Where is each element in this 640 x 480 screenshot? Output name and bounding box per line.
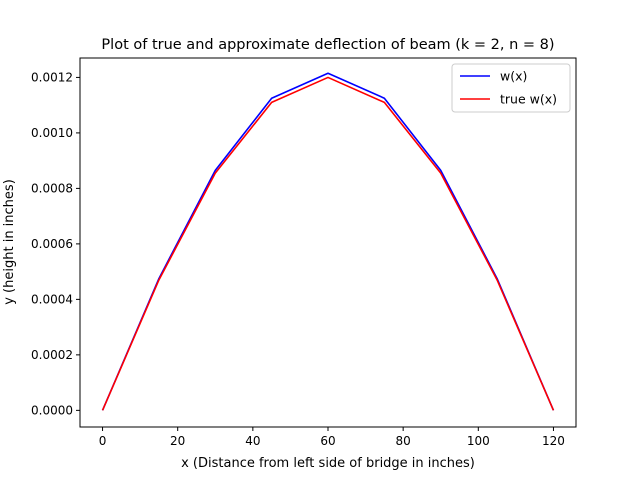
- x-tick-label: 120: [542, 434, 565, 448]
- series-line-1: [101, 72, 555, 411]
- chart-title: Plot of true and approximate deflection …: [101, 37, 554, 53]
- x-axis-ticks: 0 20 40 60 80 100 120: [99, 427, 565, 448]
- y-axis-label: y (height in inches): [2, 179, 17, 305]
- legend-label-2: true w(x): [500, 92, 557, 107]
- x-tick-label: 60: [320, 434, 335, 448]
- y-tick-label: 0.0004: [31, 292, 73, 306]
- y-tick-label: 0.0006: [31, 237, 73, 251]
- x-axis-label: x (Distance from left side of bridge in …: [181, 456, 475, 471]
- y-tick-label: 0.0002: [31, 348, 73, 362]
- y-tick-label: 0.0000: [31, 403, 73, 417]
- legend: w(x) true w(x): [451, 63, 571, 113]
- y-tick-label: 0.0010: [31, 126, 73, 140]
- x-tick-label: 80: [396, 434, 411, 448]
- plot-lines: [101, 72, 555, 411]
- x-tick-label: 20: [170, 434, 185, 448]
- x-tick-label: 100: [467, 434, 490, 448]
- y-tick-label: 0.0008: [31, 181, 73, 195]
- series-line-2: [101, 76, 555, 411]
- x-tick-label: 40: [245, 434, 260, 448]
- legend-label-1: w(x): [500, 69, 527, 84]
- y-axis-ticks: 0.0000 0.0002 0.0004 0.0006 0.0008 0.0010 0.00…: [31, 70, 80, 417]
- y-tick-label: 0.0012: [31, 70, 73, 84]
- x-tick-label: 0: [99, 434, 107, 448]
